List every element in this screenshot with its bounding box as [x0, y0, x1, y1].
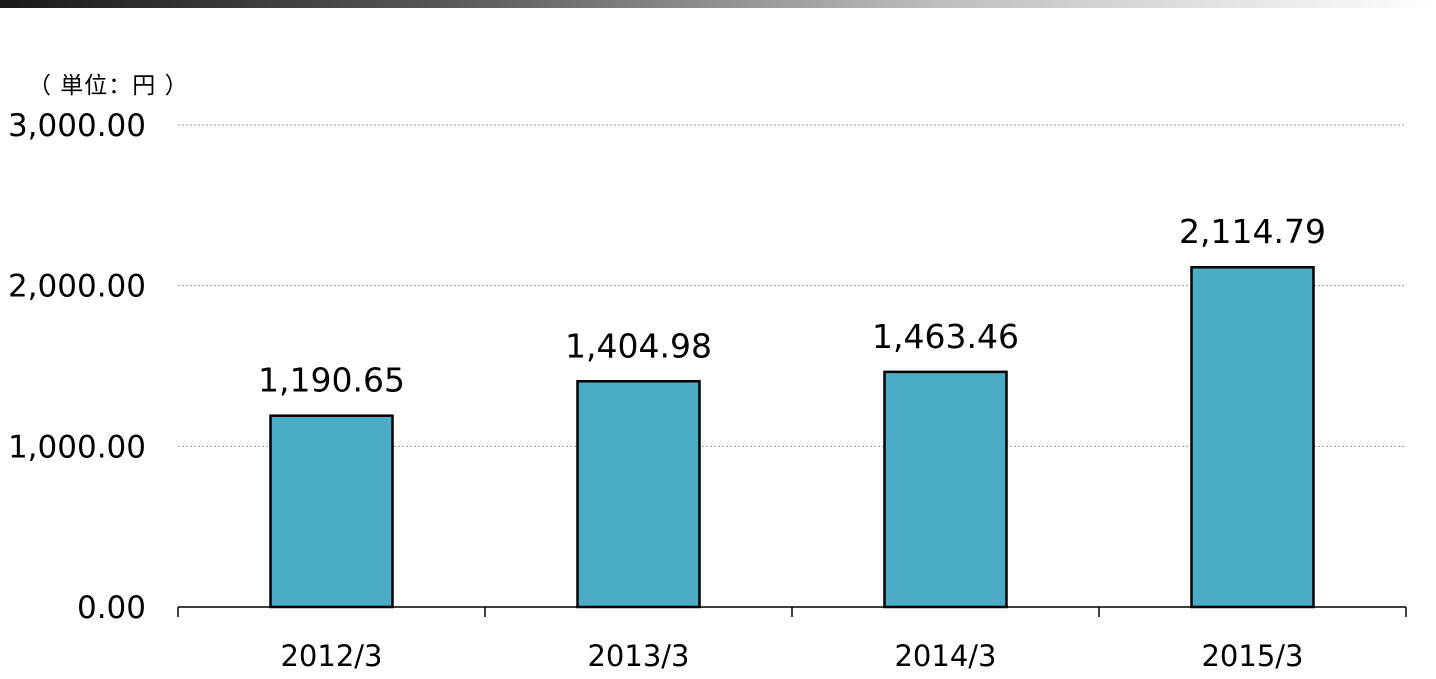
data-label: 1,190.65 — [258, 361, 405, 400]
x-tick-label: 2015/3 — [1201, 639, 1303, 673]
bar — [1190, 265, 1315, 609]
data-label: 1,463.46 — [872, 317, 1019, 356]
data-label: 2,114.79 — [1179, 212, 1326, 251]
header-gradient-bar — [0, 0, 1436, 8]
y-tick-label: 0.00 — [77, 590, 146, 626]
bar — [269, 414, 394, 609]
unit-label: （ 単位：円 ） — [28, 73, 189, 99]
data-label: 1,404.98 — [565, 326, 712, 365]
bar — [883, 370, 1008, 609]
y-tick-label: 2,000.00 — [8, 269, 146, 305]
x-tick-label: 2012/3 — [280, 639, 382, 673]
x-tick-label: 2013/3 — [587, 639, 689, 673]
y-tick-label: 3,000.00 — [8, 108, 146, 144]
y-tick-label: 1,000.00 — [8, 429, 146, 465]
x-tick-label: 2014/3 — [894, 639, 996, 673]
bar — [576, 380, 701, 609]
